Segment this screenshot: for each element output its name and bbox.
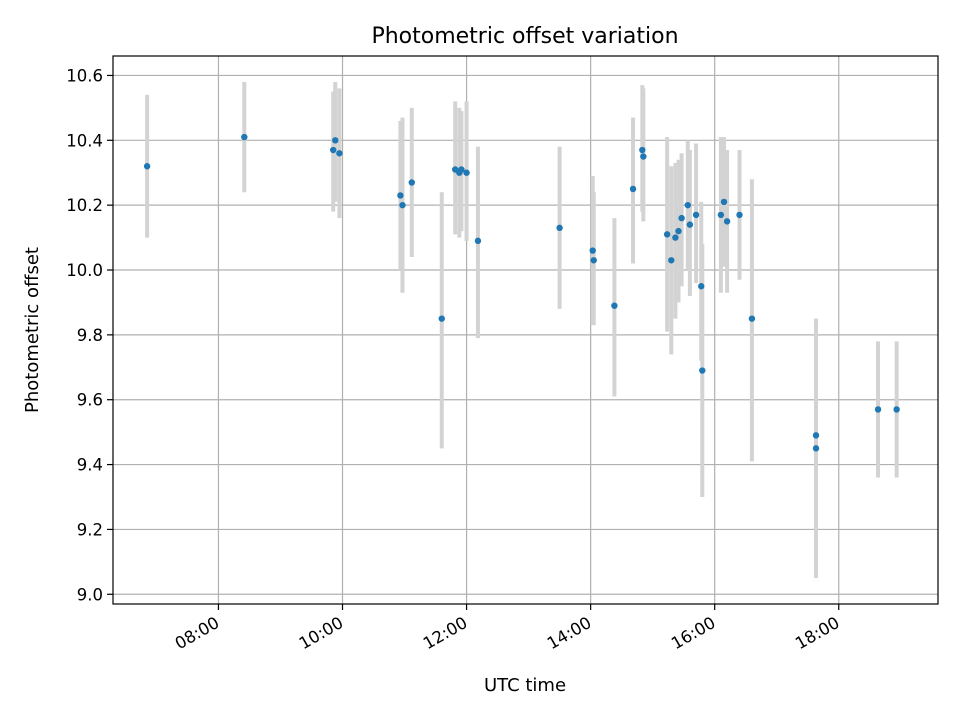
data-point: [748, 315, 756, 322]
data-point: [399, 201, 406, 209]
data-point: [812, 445, 820, 452]
data-point: [668, 257, 675, 264]
y-tick-label: 9.8: [77, 326, 103, 345]
x-axis-label: UTC time: [484, 675, 566, 696]
y-tick-label: 9.0: [77, 585, 103, 604]
y-tick-label: 9.4: [77, 456, 103, 475]
data-point: [332, 137, 339, 144]
data-point: [463, 169, 470, 176]
data-points: [143, 133, 900, 452]
data-point: [336, 150, 343, 157]
data-point: [663, 231, 671, 238]
data-point: [874, 406, 882, 413]
data-point: [241, 133, 248, 141]
y-axis-ticks: 9.0 9.2 9.4 9.6 9.8 10.0 10.2 10.4 10.6: [66, 66, 113, 604]
data-point: [397, 192, 404, 199]
data-point: [590, 257, 597, 264]
data-point: [675, 227, 682, 235]
data-point: [736, 211, 743, 219]
data-point: [143, 163, 151, 170]
chart-title: Photometric offset variation: [371, 24, 678, 49]
plot-frame: [112, 55, 939, 605]
data-point: [611, 302, 618, 309]
data-point: [556, 224, 563, 232]
data-point: [720, 198, 728, 206]
data-point: [589, 247, 596, 254]
data-point: [629, 185, 637, 193]
data-point: [438, 315, 445, 322]
data-point: [698, 283, 705, 290]
y-tick-label: 10.4: [66, 131, 103, 150]
data-point: [812, 432, 820, 439]
data-point: [678, 214, 685, 222]
data-point: [723, 218, 731, 225]
data-point: [672, 234, 679, 241]
data-point: [692, 211, 700, 219]
y-tick-label: 10.0: [66, 261, 103, 280]
y-tick-label: 9.2: [77, 520, 103, 539]
data-point: [458, 166, 465, 173]
data-point: [640, 153, 647, 160]
y-tick-label: 10.6: [66, 66, 103, 85]
data-point: [330, 146, 337, 154]
data-point: [684, 201, 692, 209]
y-tick-label: 10.2: [66, 196, 103, 215]
data-point: [686, 221, 694, 228]
y-axis-label: Photometric offset: [22, 247, 43, 413]
y-tick-label: 9.6: [77, 391, 103, 410]
data-point: [699, 367, 706, 374]
data-point: [717, 211, 725, 219]
data-point: [408, 179, 415, 186]
data-point: [474, 237, 482, 245]
data-point: [639, 146, 646, 154]
data-point: [893, 406, 900, 413]
